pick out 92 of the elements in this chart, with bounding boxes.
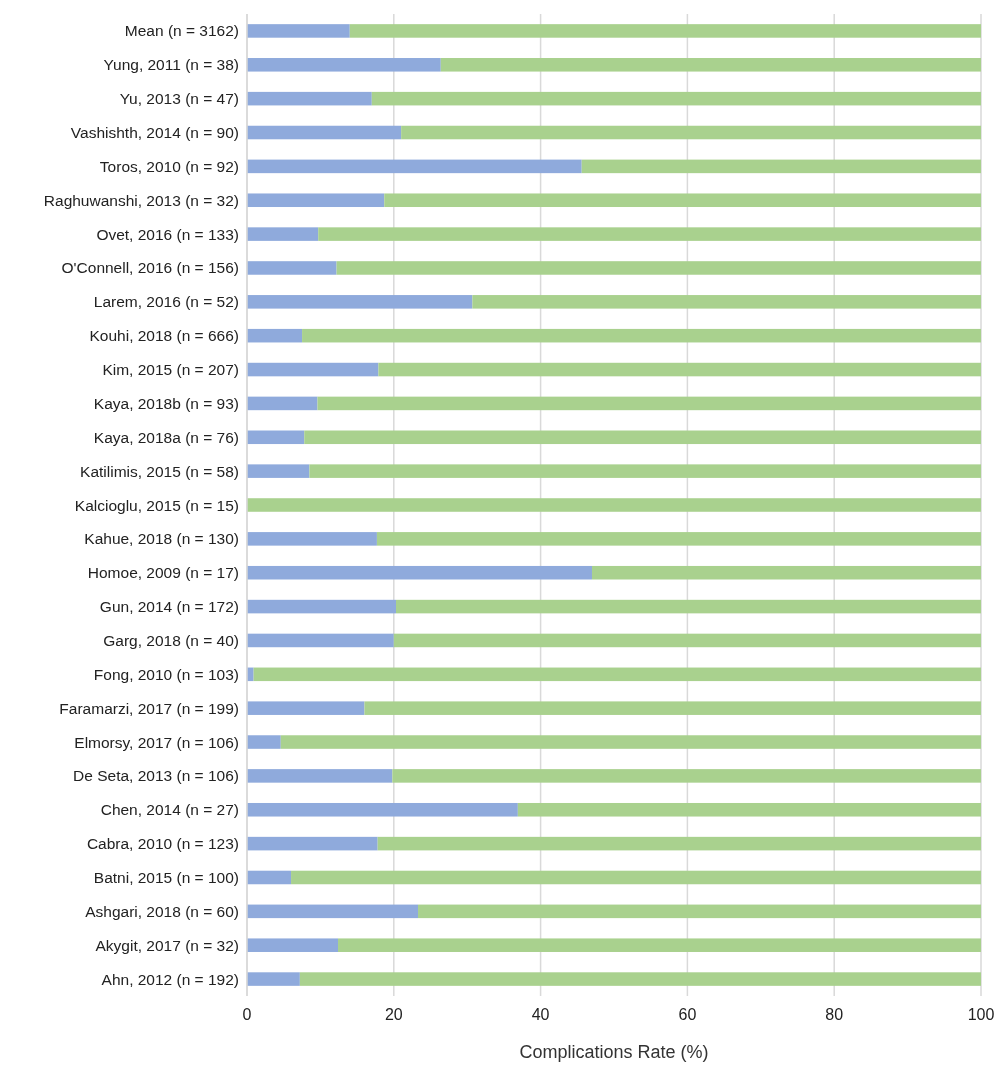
bar bbox=[247, 125, 402, 140]
bar bbox=[247, 227, 319, 241]
y-tick-label: Cabra, 2010 (n = 123) bbox=[86, 835, 239, 853]
bar bbox=[581, 159, 981, 174]
y-tick-label: Garg, 2018 (n = 40) bbox=[103, 631, 239, 649]
y-tick-label: Akygit, 2017 (n = 32) bbox=[95, 936, 239, 954]
bar bbox=[247, 599, 396, 614]
bar bbox=[376, 532, 981, 546]
x-axis-title: Complications Rate (%) bbox=[519, 1042, 709, 1062]
y-tick-label: Vashishth, 2014 (n = 90) bbox=[70, 124, 239, 142]
y-tick-label: Fong, 2010 (n = 103) bbox=[93, 665, 239, 683]
bar bbox=[418, 904, 981, 919]
y-tick-label: Batni, 2015 (n = 100) bbox=[93, 868, 239, 886]
y-tick-label: Gun, 2014 (n = 172) bbox=[99, 598, 239, 616]
bar bbox=[517, 802, 981, 817]
y-tick-label: Toros, 2010 (n = 92) bbox=[99, 157, 239, 175]
bar bbox=[336, 261, 981, 275]
bar bbox=[384, 193, 981, 208]
y-tick-label: Raghuwanshi, 2013 (n = 32) bbox=[43, 191, 239, 209]
bar bbox=[291, 870, 981, 885]
y-tick-label: Mean (n = 3162) bbox=[124, 22, 239, 40]
bar bbox=[393, 633, 981, 648]
bar bbox=[247, 24, 350, 38]
y-tick-label: Kaya, 2018a (n = 76) bbox=[93, 428, 239, 446]
bar bbox=[247, 565, 592, 580]
bar bbox=[247, 836, 378, 851]
bar bbox=[247, 802, 518, 817]
y-tick-label: Katilimis, 2015 (n = 58) bbox=[80, 462, 239, 480]
y-tick-label: O'Connell, 2016 (n = 156) bbox=[61, 259, 239, 277]
y-tick-label: Ashgari, 2018 (n = 60) bbox=[85, 902, 239, 920]
x-tick-label: 80 bbox=[825, 1006, 844, 1023]
y-tick-label: Kaya, 2018b (n = 93) bbox=[93, 394, 239, 412]
x-tick-label: 20 bbox=[384, 1006, 403, 1023]
bar bbox=[591, 565, 981, 580]
bar bbox=[309, 464, 981, 478]
bar bbox=[299, 972, 981, 986]
bar bbox=[247, 735, 281, 749]
y-tick-label: Yu, 2013 (n = 47) bbox=[119, 90, 239, 108]
y-tick-label: De Seta, 2013 (n = 106) bbox=[73, 767, 239, 785]
bar bbox=[253, 667, 981, 682]
bar bbox=[247, 532, 377, 546]
bar bbox=[247, 498, 981, 512]
bar bbox=[440, 58, 981, 72]
bar bbox=[247, 430, 305, 445]
bar bbox=[247, 58, 441, 72]
y-tick-label: Kahue, 2018 (n = 130) bbox=[84, 530, 239, 548]
bar bbox=[247, 91, 372, 106]
bar bbox=[247, 938, 339, 952]
bar bbox=[247, 464, 310, 478]
bar bbox=[472, 295, 981, 309]
bar bbox=[378, 362, 981, 377]
y-tick-label: Kouhi, 2018 (n = 666) bbox=[89, 327, 239, 345]
bar bbox=[247, 870, 292, 885]
x-tick-label: 40 bbox=[531, 1006, 550, 1023]
bar bbox=[377, 836, 981, 851]
bar bbox=[247, 362, 379, 377]
y-tick-label: Homoe, 2009 (n = 17) bbox=[87, 564, 239, 582]
x-tick-label: 60 bbox=[678, 1006, 697, 1023]
bar bbox=[247, 159, 582, 174]
bar bbox=[247, 972, 300, 986]
bar bbox=[304, 430, 981, 445]
bar bbox=[280, 735, 981, 749]
bar bbox=[396, 599, 981, 614]
y-tick-label: Chen, 2014 (n = 27) bbox=[100, 801, 239, 819]
bar bbox=[401, 125, 981, 140]
y-tick-label: Ovet, 2016 (n = 133) bbox=[96, 225, 239, 243]
x-tick-label: 0 bbox=[242, 1006, 252, 1023]
x-tick-label: 100 bbox=[967, 1006, 995, 1023]
bar bbox=[338, 938, 981, 952]
bar bbox=[247, 261, 337, 275]
y-tick-label: Larem, 2016 (n = 52) bbox=[93, 293, 239, 311]
bar bbox=[392, 769, 981, 783]
bar bbox=[317, 396, 981, 411]
bar bbox=[247, 328, 303, 343]
bar bbox=[247, 701, 365, 715]
bar bbox=[247, 396, 318, 411]
bar bbox=[247, 633, 394, 648]
y-tick-label: Ahn, 2012 (n = 192) bbox=[101, 970, 239, 988]
y-tick-label: Faramarzi, 2017 (n = 199) bbox=[59, 699, 239, 717]
y-tick-label: Yung, 2011 (n = 38) bbox=[103, 56, 239, 74]
bar bbox=[302, 328, 981, 343]
bar bbox=[349, 24, 981, 38]
bar bbox=[247, 295, 473, 309]
bar bbox=[371, 91, 981, 106]
y-tick-label: Kim, 2015 (n = 207) bbox=[102, 361, 239, 379]
bar bbox=[318, 227, 981, 241]
bar bbox=[247, 193, 385, 208]
y-tick-label: Elmorsy, 2017 (n = 106) bbox=[74, 733, 239, 751]
bar bbox=[364, 701, 981, 715]
bar bbox=[247, 769, 393, 783]
y-tick-label: Kalcioglu, 2015 (n = 15) bbox=[74, 496, 239, 514]
bar bbox=[247, 904, 419, 919]
